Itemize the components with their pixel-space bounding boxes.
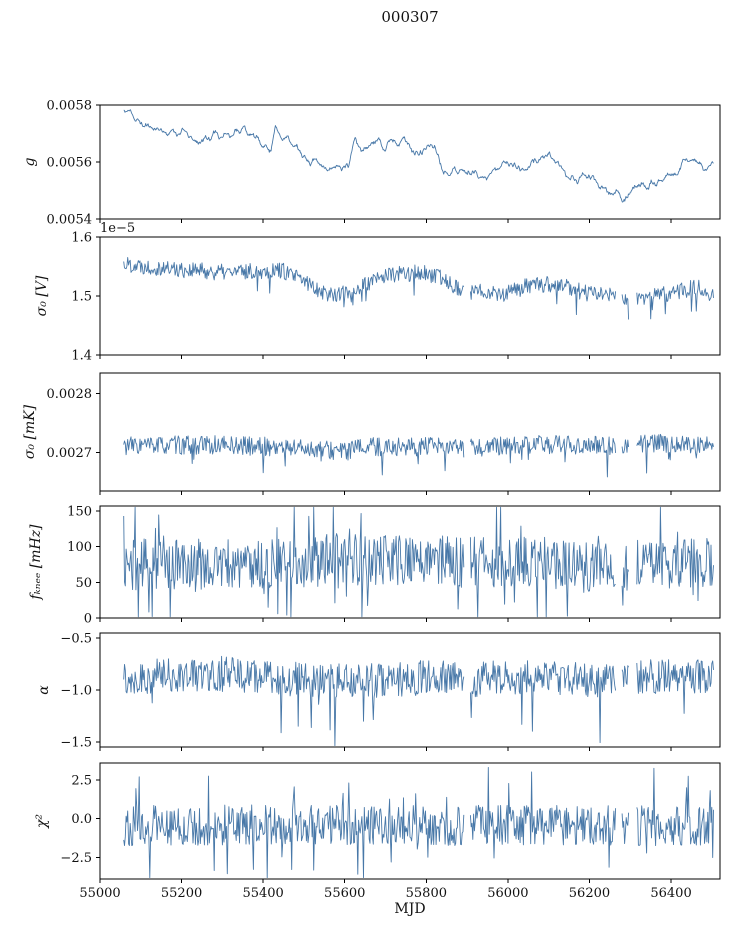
series-chi2 [469, 766, 617, 868]
series-alpha [469, 660, 617, 744]
series-fknee [469, 506, 616, 618]
y-tick-label: −0.5 [60, 632, 92, 647]
series-fknee [123, 506, 465, 618]
panel-g: 0.0054 0.0056 0.0058 [47, 99, 721, 228]
x-tick-label: 55200 [161, 886, 202, 901]
y-tick-label: 0.0027 [47, 446, 93, 461]
series-sigma0_mK [469, 434, 617, 478]
x-tick-label: 56400 [650, 886, 691, 901]
axes-frame-sigma0_mK [99, 372, 721, 492]
panel-sigma0_mK: 0.0027 0.0028 [47, 372, 721, 495]
series-sigma0_V [621, 294, 630, 320]
series-fknee [636, 506, 714, 602]
series-alpha [621, 665, 629, 688]
y-tick-label: 0.0056 [47, 156, 93, 171]
y-tick-label: 0.0054 [47, 213, 93, 228]
x-tick-label: 56000 [487, 886, 528, 901]
series-sigma0_V [469, 275, 617, 316]
series-sigma0_mK [123, 435, 465, 476]
y-tick-label: 0.0 [71, 812, 92, 827]
panel-sigma0_V: 1.4 1.5 1.6 [71, 231, 721, 364]
x-tick-label: 55400 [242, 886, 283, 901]
axes-frame-fknee [99, 505, 721, 619]
panel-fknee: 0 50 100 150 [67, 504, 721, 627]
series-sigma0_mK [621, 439, 630, 454]
axes-frame-g [99, 104, 721, 220]
y-tick-label: −1.0 [60, 684, 92, 699]
figure-title: 000307 [381, 8, 439, 26]
y-tick-label: 2.5 [71, 774, 92, 789]
series-fknee [621, 545, 630, 606]
y-tick-label: 150 [67, 504, 92, 519]
axes-frame-chi2 [99, 762, 721, 880]
y-tick-label: 0.0028 [47, 387, 93, 402]
series-chi2 [621, 812, 630, 845]
y-tick-label: −1.5 [60, 735, 92, 750]
y-tick-label: 0 [84, 612, 92, 627]
y-tick-label: 1.5 [71, 290, 92, 305]
series-sigma0_mK [636, 433, 714, 474]
x-axis-label: MJD [394, 901, 426, 917]
y-tick-label: 1.6 [71, 231, 92, 246]
x-tick-label: 55000 [79, 886, 120, 901]
x-tick-label: 55600 [324, 886, 365, 901]
series-alpha [636, 659, 714, 714]
y-tick-label: 50 [75, 576, 92, 591]
y-tick-label: 100 [67, 540, 92, 555]
axes-frame-sigma0_V [99, 236, 721, 356]
series-chi2 [123, 775, 465, 879]
x-tick-label: 55800 [406, 886, 447, 901]
y-tick-label: 0.0058 [47, 99, 93, 114]
series-alpha [123, 655, 465, 747]
series-sigma0_V [123, 257, 465, 308]
x-tick-label: 56200 [569, 886, 610, 901]
y-axis-offset-text: 1e−5 [100, 221, 136, 236]
panel-chi2: −2.5 0.0 2.5 55000 55200 55400 55600 55800 56000… [60, 762, 721, 901]
y-tick-label: −2.5 [60, 851, 92, 866]
y-tick-label: 1.4 [71, 349, 92, 364]
series-chi2 [636, 767, 714, 858]
series-g [123, 109, 714, 203]
series-sigma0_V [636, 279, 714, 320]
panel-alpha: −1.5 −1.0 −0.5 [60, 632, 721, 751]
